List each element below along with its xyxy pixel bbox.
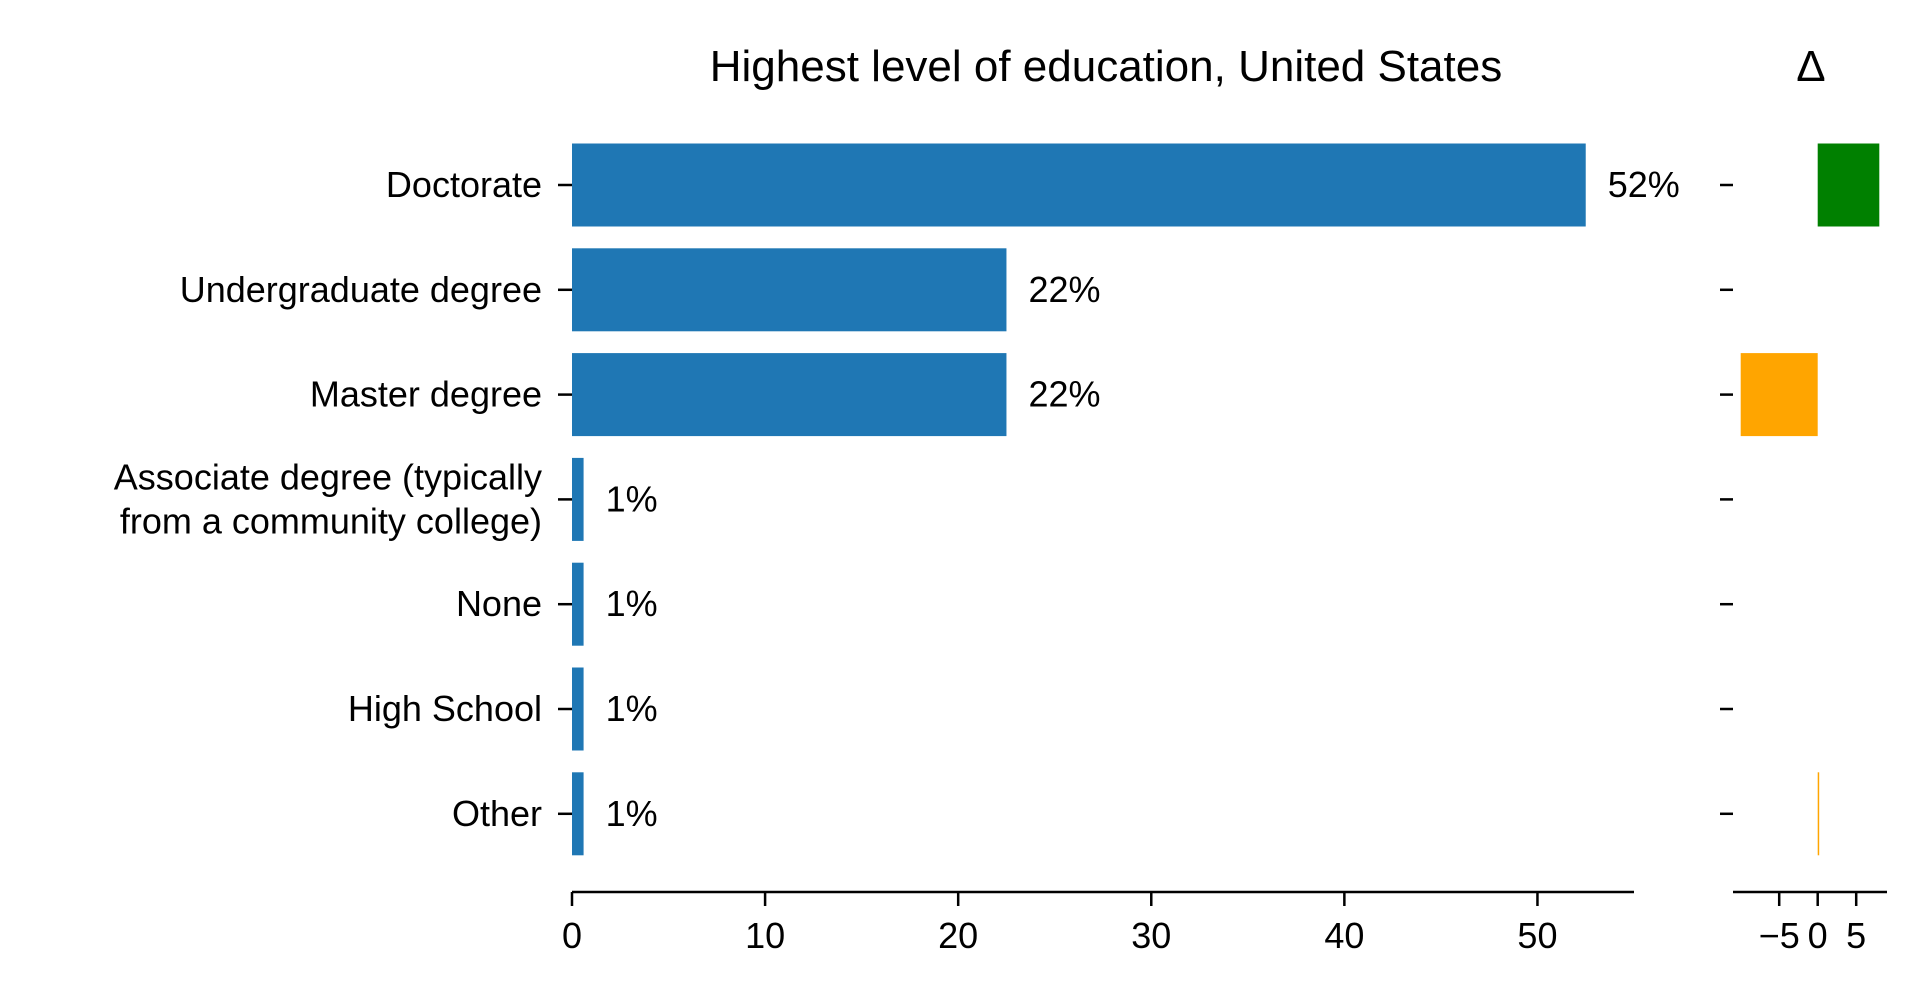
x-tick-label-5: 50 [1517, 915, 1557, 956]
bar-1 [572, 248, 1007, 332]
value-label-6: 1% [606, 793, 658, 834]
bar-6 [572, 772, 584, 856]
delta-bar-6 [1817, 772, 1820, 856]
delta-title: Δ [1796, 42, 1825, 91]
category-label-1: Undergraduate degree [180, 269, 542, 310]
x-tick-label-2: 20 [938, 915, 978, 956]
delta-x-tick-label-1: 0 [1808, 915, 1828, 956]
bar-3 [572, 457, 584, 541]
bar-2 [572, 353, 1007, 437]
category-label-3-line-1: from a community college) [120, 500, 542, 541]
main-bar-panel: 52% Doctorate 22% Undergraduate degree 22% Ma… [114, 143, 1680, 956]
delta-bar-0 [1817, 143, 1880, 227]
bar-0 [572, 143, 1586, 227]
x-tick-label-1: 10 [745, 915, 785, 956]
category-label-3-line-0: Associate degree (typically [114, 456, 542, 497]
category-label-0: Doctorate [386, 164, 542, 205]
category-label-6: Other [452, 793, 542, 834]
delta-x-tick-label-0: −5 [1759, 915, 1800, 956]
value-label-2: 22% [1028, 374, 1100, 415]
value-label-5: 1% [606, 688, 658, 729]
bar-5 [572, 667, 584, 751]
value-label-1: 22% [1028, 269, 1100, 310]
category-label-2: Master degree [310, 374, 542, 415]
delta-x-tick-label-2: 5 [1846, 915, 1866, 956]
delta-bar-2 [1740, 353, 1818, 437]
x-tick-label-0: 0 [562, 915, 582, 956]
chart-title: Highest level of education, United State… [710, 42, 1502, 91]
bar-4 [572, 562, 584, 646]
x-tick-label-3: 30 [1131, 915, 1171, 956]
x-tick-label-4: 40 [1324, 915, 1364, 956]
category-label-5: High School [348, 688, 542, 729]
value-label-3: 1% [606, 478, 658, 519]
value-label-4: 1% [606, 583, 658, 624]
category-label-4: None [456, 583, 542, 624]
value-label-0: 52% [1608, 164, 1680, 205]
delta-bar-panel: −5 0 5 [1720, 143, 1887, 956]
